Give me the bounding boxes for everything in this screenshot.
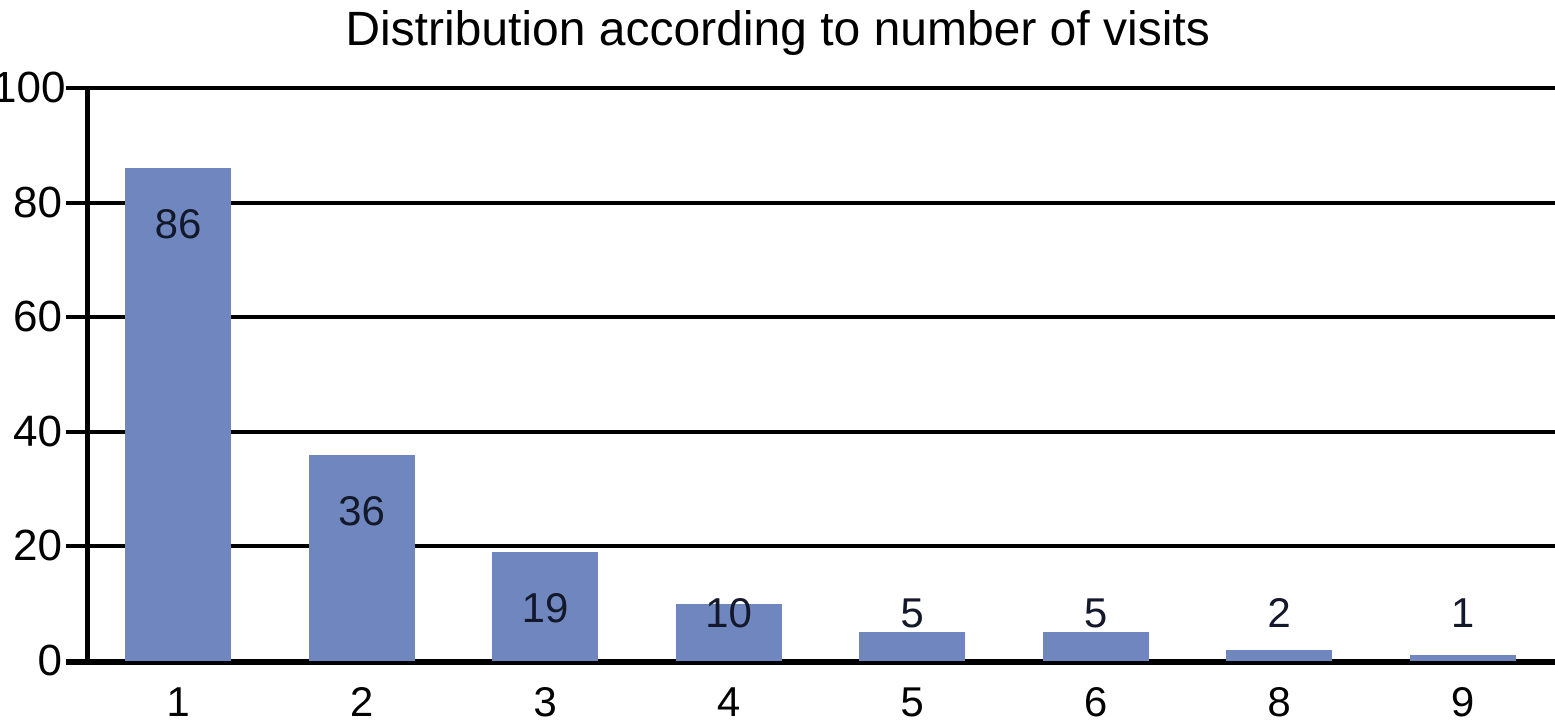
- bar: [308, 454, 415, 661]
- chart-title: Distribution according to number of visi…: [345, 3, 1210, 56]
- bar: [675, 603, 782, 661]
- y-tick-label: 100: [0, 63, 66, 112]
- bar: [1409, 655, 1516, 661]
- y-tick-label: 60: [13, 292, 62, 342]
- y-tick-label: 20: [13, 521, 62, 571]
- x-tick-label: 2: [349, 678, 374, 725]
- y-tick-label: 40: [13, 406, 62, 456]
- y-tick-label: 80: [13, 177, 62, 227]
- bar-value-label: 19: [521, 584, 569, 632]
- bar: [1226, 649, 1332, 661]
- x-tick-label: 5: [900, 678, 924, 725]
- bar: [125, 168, 231, 661]
- bar-value-label: 1: [1450, 589, 1475, 636]
- bar-value-label: 2: [1267, 589, 1291, 636]
- bar: [492, 552, 598, 661]
- gridline: [66, 200, 1555, 205]
- bar-value-label: 5: [900, 589, 924, 636]
- x-tick-label: 6: [1083, 678, 1108, 725]
- y-axis-line: [85, 86, 90, 665]
- y-tick-label: 0: [37, 636, 62, 685]
- x-tick-label: 1: [166, 678, 190, 725]
- x-tick-label: 3: [533, 678, 557, 725]
- bar-value-label: 5: [1083, 589, 1108, 636]
- x-axis-line: [66, 661, 1555, 665]
- x-tick-label: 4: [716, 678, 741, 725]
- gridline: [66, 544, 1555, 549]
- bar-value-label: 36: [338, 486, 385, 534]
- bar: [859, 632, 965, 661]
- bar: [1042, 632, 1149, 661]
- bar-value-label: 10: [705, 589, 752, 636]
- x-tick-label: 9: [1450, 678, 1475, 725]
- gridline: [66, 315, 1555, 320]
- gridline: [66, 86, 1555, 90]
- gridline: [66, 429, 1555, 434]
- x-tick-label: 8: [1267, 678, 1291, 725]
- bar-value-label: 86: [154, 200, 202, 248]
